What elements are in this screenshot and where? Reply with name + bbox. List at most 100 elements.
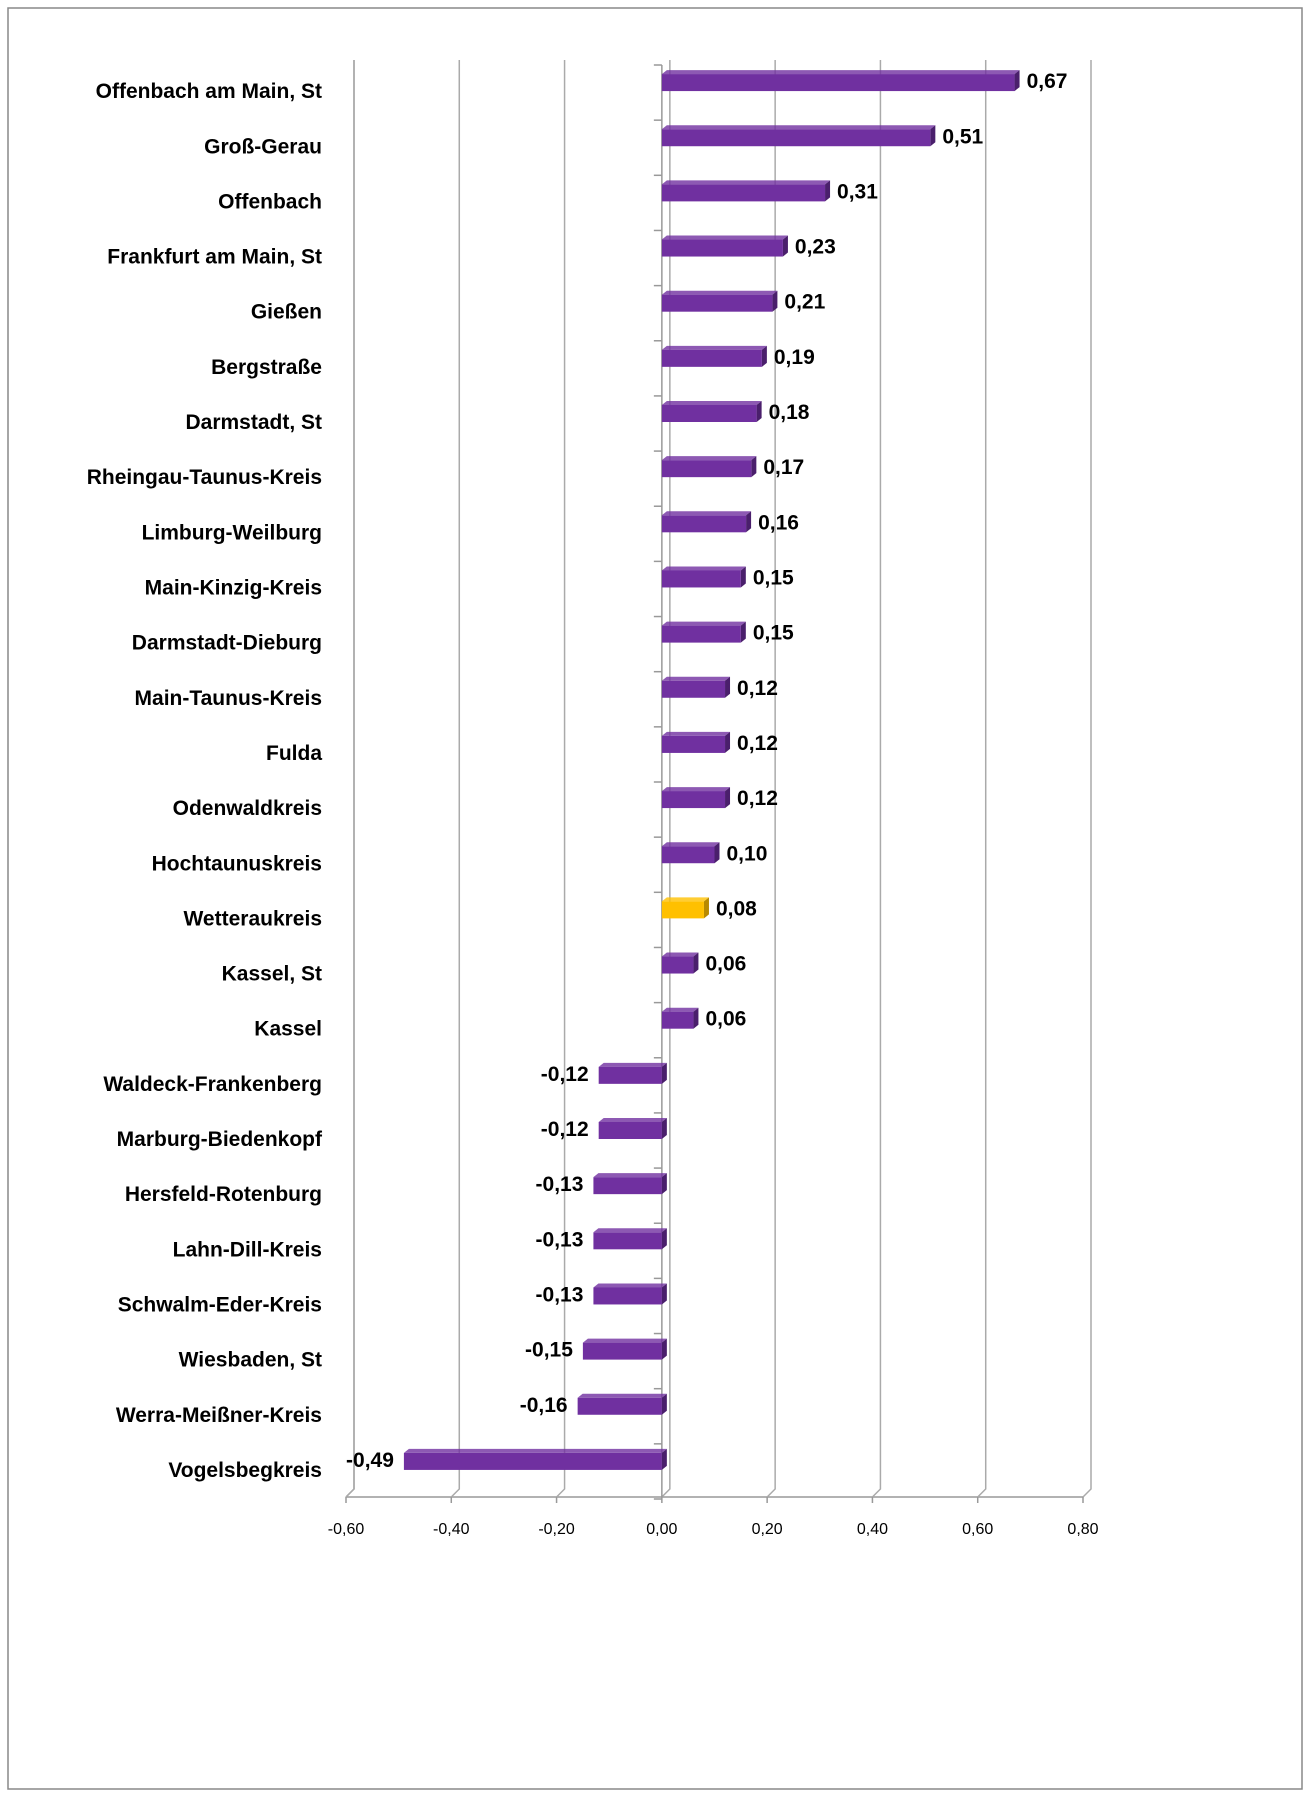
bar [661, 405, 757, 422]
category-label: Wetteraukreis [183, 907, 322, 930]
x-tick-label: 0,60 [962, 1521, 993, 1538]
chart-border [7, 7, 1303, 1790]
bar-top [661, 345, 767, 350]
value-label: 0,18 [769, 401, 810, 424]
grid-line [871, 60, 882, 1498]
bar-side [661, 1338, 667, 1360]
bar-side [661, 1393, 667, 1415]
bar [598, 1122, 662, 1139]
bar-side [661, 1448, 667, 1470]
bar-side [725, 676, 731, 698]
x-tick-label: 0,80 [1067, 1521, 1098, 1538]
bar-side [661, 1283, 667, 1305]
bar-top [593, 1283, 667, 1288]
category-label: Groß-Gerau [204, 135, 322, 158]
category-label: Frankfurt am Main, St [107, 246, 322, 269]
bar-top [577, 1393, 667, 1398]
value-label: 0,06 [705, 1008, 746, 1031]
value-label: -0,13 [536, 1228, 584, 1251]
bar [582, 1342, 662, 1360]
bar [661, 846, 715, 864]
bar-top [661, 456, 757, 461]
x-tick-label: -0,40 [433, 1521, 470, 1538]
bar-side [761, 345, 767, 367]
value-label: -0,12 [541, 1063, 589, 1086]
value-label: 0,17 [763, 456, 804, 479]
grid-line [556, 60, 566, 1498]
bar-top [661, 290, 778, 295]
value-label: 0,15 [753, 622, 794, 645]
bar-side [661, 1118, 667, 1139]
bar-side [1014, 70, 1020, 92]
category-label: Waldeck-Frankenberg [103, 1073, 322, 1096]
value-label: 0,16 [758, 511, 799, 534]
bar [661, 515, 747, 533]
grid-line [450, 60, 461, 1498]
value-label: 0,08 [716, 897, 757, 920]
bar-top [661, 180, 831, 185]
category-label: Lahn-Dill-Kreis [173, 1238, 322, 1261]
grid-line [766, 60, 776, 1498]
bar-side [693, 952, 699, 974]
bar-side [740, 566, 746, 588]
category-label: Hochtaunuskreis [152, 852, 322, 875]
value-label: 0,23 [795, 236, 836, 259]
category-label: Darmstadt, St [185, 411, 322, 434]
value-label: -0,16 [520, 1394, 568, 1417]
category-label: Odenwaldkreis [173, 797, 322, 820]
bar-top [661, 676, 731, 681]
bar-top [661, 842, 720, 847]
bar-top [598, 1118, 667, 1122]
bar-side [782, 235, 788, 257]
bar-side [751, 456, 757, 478]
bar-top [661, 401, 762, 405]
category-label: Wiesbaden, St [179, 1349, 322, 1372]
bar-side [746, 511, 752, 533]
bar [593, 1287, 662, 1305]
bar-top [661, 1007, 699, 1012]
bar-side [661, 1228, 667, 1250]
bar [593, 1232, 662, 1250]
bar [661, 1011, 694, 1029]
category-label: Gießen [251, 301, 322, 324]
value-label: 0,21 [784, 291, 825, 314]
category-label: Vogelsbegkreis [168, 1459, 322, 1482]
bar-top [582, 1338, 667, 1343]
bar [661, 349, 762, 367]
bar-side [725, 731, 731, 753]
x-tick-label: -0,60 [328, 1521, 365, 1538]
bar-top [661, 731, 731, 736]
x-tick-label: -0,20 [538, 1521, 575, 1538]
bar-top [661, 787, 731, 792]
bar [661, 294, 773, 312]
bar [661, 570, 741, 588]
bar-side [693, 1007, 699, 1029]
bar [593, 1177, 662, 1195]
value-label: -0,15 [525, 1339, 573, 1362]
bar-side [772, 290, 778, 312]
bar [661, 460, 752, 478]
bar-top [598, 1062, 667, 1067]
grid-line [661, 60, 671, 1498]
bar-side [661, 1173, 667, 1195]
value-label: 0,12 [737, 787, 778, 810]
bar-top [661, 566, 746, 571]
bar [661, 735, 726, 753]
category-label: Schwalm-Eder-Kreis [118, 1294, 322, 1317]
bar-top [661, 235, 788, 240]
value-label: -0,13 [536, 1284, 584, 1307]
bar [403, 1452, 662, 1470]
bar-top [661, 511, 752, 516]
bar-top [661, 70, 1020, 75]
grid-line [977, 60, 987, 1498]
bar-side [930, 125, 936, 147]
bar-top [403, 1448, 667, 1453]
category-label: Main-Taunus-Kreis [135, 687, 322, 710]
bar-side [714, 842, 720, 864]
category-label: Fulda [266, 742, 322, 765]
bar [661, 901, 704, 919]
category-label: Kassel, St [222, 963, 322, 986]
bar-top [593, 1228, 667, 1233]
bar [661, 239, 783, 257]
